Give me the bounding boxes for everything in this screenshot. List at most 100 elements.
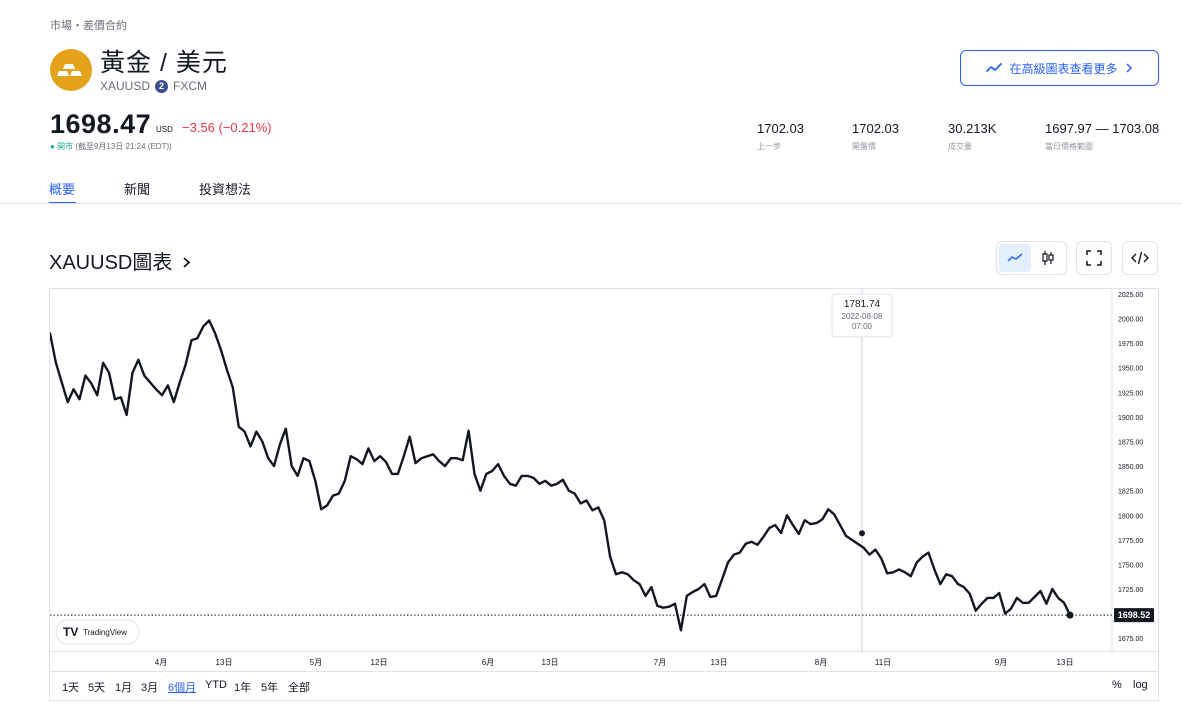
stat-prev-close-label: 上一步 — [757, 142, 781, 151]
tooltip-date: 2022-08-08 — [842, 312, 883, 321]
tooltip-box — [831, 293, 893, 338]
range-6m[interactable]: 6個月 — [168, 682, 197, 694]
price-axis-tick: 1675.00 — [1118, 636, 1143, 643]
range-5y[interactable]: 5年 — [261, 682, 279, 694]
tab-overview[interactable]: 概要 — [49, 182, 76, 197]
last-price-point — [1066, 611, 1074, 619]
time-axis-top-border — [50, 651, 1158, 652]
gold-bars-logo-icon — [50, 49, 92, 91]
stat-open-value: 1702.03 — [852, 121, 899, 136]
time-axis-tick: 4月 — [155, 658, 167, 667]
candlestick-chart-button[interactable] — [1033, 244, 1065, 272]
log-scale-toggle[interactable]: log — [1133, 679, 1148, 691]
breadcrumb[interactable]: 市場・差價合約 — [50, 20, 127, 32]
advanced-chart-button[interactable]: 在高級圖表查看更多 — [960, 50, 1159, 86]
time-axis-tick: 11日 — [875, 658, 891, 667]
market-status: ● 開市 (截至9月13日 21:24 (EDT)) — [50, 141, 172, 152]
time-axis-tick: 13日 — [542, 658, 559, 667]
price-chart[interactable]: 2025.00 2000.00 1975.00 1950.00 1925.00 1900.… — [50, 289, 1158, 651]
crosshair-tooltip: 1781.74 2022-08-08 07:00 — [831, 293, 893, 338]
range-1d[interactable]: 1天 — [62, 682, 80, 694]
time-axis-tick: 7月 — [654, 658, 666, 667]
as-of-time: (截至9月13日 21:24 (EDT)) — [75, 142, 172, 151]
price-change: −3.56 (−0.21%) — [182, 120, 272, 135]
price-axis-tick: 1975.00 — [1118, 341, 1143, 348]
tradingview-logo-icon: TV — [63, 625, 78, 639]
advanced-chart-button-label: 在高級圖表查看更多 — [1009, 61, 1118, 76]
time-axis-tick: 6月 — [482, 658, 494, 667]
range-1m[interactable]: 1月 — [115, 682, 133, 694]
last-price-tag: 1698.52 — [1114, 608, 1154, 623]
price-axis-tick: 1850.00 — [1118, 464, 1143, 471]
range-3m[interactable]: 3月 — [141, 682, 159, 694]
tab-ideas[interactable]: 投資想法 — [199, 182, 252, 197]
price-axis-tick: 1825.00 — [1118, 489, 1143, 496]
range-bar-top-border — [50, 671, 1158, 672]
time-axis-tick: 13日 — [711, 658, 728, 667]
chevron-right-icon — [183, 257, 191, 268]
tooltip-price: 1781.74 — [844, 299, 881, 310]
exchange-badge-icon: 2 — [155, 79, 169, 93]
last-price-tag-text: 1698.52 — [1118, 610, 1151, 620]
range-all[interactable]: 全部 — [288, 682, 310, 694]
chart-heading-link[interactable]: XAUUSD圖表 — [49, 246, 191, 275]
price-axis: 2025.00 2000.00 1975.00 1950.00 1925.00 1900.… — [1118, 292, 1143, 643]
symbol-row: XAUUSD 2 FXCM — [100, 79, 207, 93]
tradingview-watermark[interactable]: TV TradingView — [55, 619, 140, 645]
price-axis-tick: 2000.00 — [1118, 317, 1143, 324]
stat-volume-label: 成交量 — [948, 142, 972, 151]
stat-prev-close-value: 1702.03 — [757, 121, 804, 136]
watermark-pill — [55, 619, 140, 645]
time-axis-tick: 13日 — [1057, 658, 1074, 667]
fullscreen-icon — [1086, 250, 1102, 266]
embed-code-icon — [1131, 251, 1149, 265]
price-axis-tick: 2025.00 — [1118, 292, 1143, 299]
tab-news[interactable]: 新聞 — [124, 182, 151, 197]
stat-day-range-label: 當日價格範圍 — [1045, 142, 1093, 151]
range-1y[interactable]: 1年 — [234, 682, 252, 694]
time-axis-tick: 5月 — [310, 658, 322, 667]
stat-day-range-value: 1697.97 — 1703.08 — [1045, 121, 1160, 136]
stat-open-label: 開盤價 — [852, 142, 876, 151]
time-axis-tick: 9月 — [995, 658, 1007, 667]
price-axis-tick: 1750.00 — [1118, 562, 1143, 569]
chart-container[interactable] — [49, 288, 1159, 701]
time-axis-tick: 13日 — [216, 658, 233, 667]
chart-style-toggle — [996, 241, 1067, 275]
exchange-name[interactable]: FXCM — [173, 79, 208, 93]
watermark-text: TradingView — [83, 628, 127, 637]
tabs-divider — [0, 203, 1182, 204]
price-line-series — [50, 319, 1072, 632]
status-dot-icon: ● — [50, 142, 55, 151]
symbol-code: XAUUSD — [100, 79, 151, 93]
time-axis-tick: 8月 — [815, 658, 827, 667]
stat-volume-value: 30.213K — [948, 121, 997, 136]
chevron-right-icon — [1125, 63, 1132, 73]
price-axis-tick: 1925.00 — [1118, 390, 1143, 397]
time-axis[interactable]: 4月 13日 5月 12日 6月 13日 7月 13日 8月 11日 9月 13日 — [50, 652, 1112, 671]
price-axis-tick: 1725.00 — [1118, 587, 1143, 594]
last-price-tag-bg — [1114, 608, 1154, 623]
price-axis-tick: 1775.00 — [1118, 538, 1143, 545]
tooltip-time: 07:00 — [852, 322, 873, 331]
market-status-label: 開市 — [57, 142, 74, 151]
line-chart-icon — [1007, 253, 1023, 262]
percent-scale-toggle[interactable]: % — [1112, 679, 1122, 691]
price-axis-tick: 1800.00 — [1118, 513, 1143, 520]
range-5d[interactable]: 5天 — [88, 682, 106, 694]
instrument-title: 黃金 / 美元 — [100, 49, 228, 77]
price-axis-tick: 1950.00 — [1118, 366, 1143, 373]
line-chart-button[interactable] — [999, 244, 1031, 272]
crosshair-point — [859, 530, 865, 537]
range-ytd[interactable]: YTD — [205, 679, 227, 691]
last-price: 1698.47 — [50, 109, 152, 139]
price-axis-tick: 1875.00 — [1118, 439, 1143, 446]
price-axis-tick: 1900.00 — [1118, 415, 1143, 422]
chart-heading-text: XAUUSD圖表 — [49, 252, 173, 274]
candlestick-icon — [1042, 251, 1054, 265]
time-axis-tick: 12日 — [371, 658, 388, 667]
time-axis-ticks: 4月 13日 5月 12日 6月 13日 7月 13日 8月 11日 9月 13日 — [155, 658, 1074, 667]
trend-line-icon — [986, 63, 1003, 72]
embed-button[interactable] — [1122, 241, 1158, 275]
fullscreen-button[interactable] — [1076, 241, 1112, 275]
